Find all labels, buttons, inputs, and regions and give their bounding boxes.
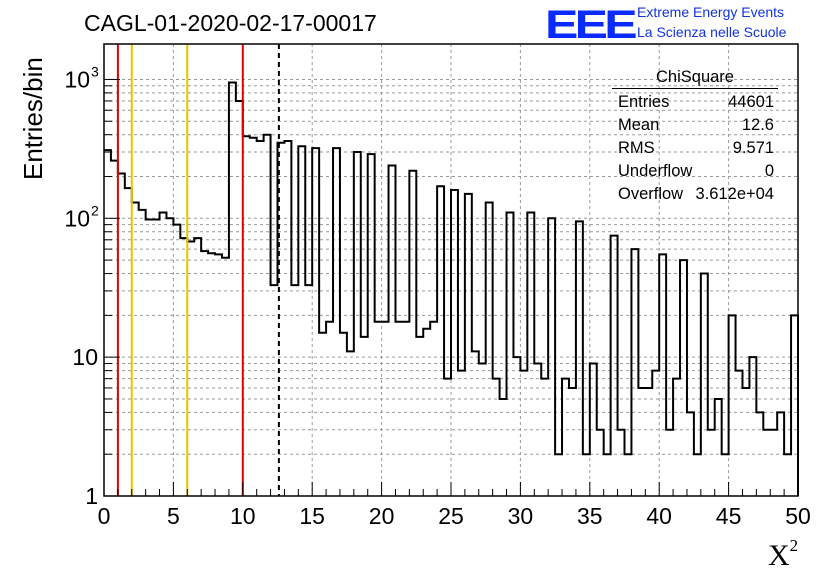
chart-title: CAGL-01-2020-02-17-00017 xyxy=(84,10,377,36)
stats-label: Underflow xyxy=(618,162,693,180)
x-tick-label: 15 xyxy=(299,503,325,529)
x-axis-label-text: X xyxy=(768,539,790,572)
stats-label: Entries xyxy=(618,93,670,111)
eee-logo-mark: EEE xyxy=(545,3,638,47)
x-tick-label: 5 xyxy=(167,503,180,529)
stats-box: ChiSquare Entries 44601 Mean 12.6 RMS 9.… xyxy=(612,68,778,206)
x-tick-label: 40 xyxy=(646,503,672,529)
x-axis-label: X2 xyxy=(768,536,798,573)
stats-row-rms: RMS 9.571 xyxy=(612,137,778,160)
histogram-line xyxy=(104,81,799,496)
x-tick-label: 30 xyxy=(508,503,534,529)
y-tick-exponent: 2 xyxy=(91,202,99,218)
y-tick-label: 10 xyxy=(64,66,90,92)
stats-row-mean: Mean 12.6 xyxy=(612,114,778,137)
y-tick-label: 1 xyxy=(85,483,98,509)
x-tick-label: 35 xyxy=(577,503,603,529)
stats-label: Overflow xyxy=(618,185,684,203)
stats-value: 9.571 xyxy=(732,139,774,157)
stats-row-underflow: Underflow 0 xyxy=(612,160,778,183)
stats-box-name: ChiSquare xyxy=(612,68,778,89)
x-tick-label: 10 xyxy=(230,503,256,529)
y-tick-exponent: 3 xyxy=(91,63,99,79)
stats-value: 0 xyxy=(764,162,774,180)
x-tick-label: 25 xyxy=(438,503,464,529)
stats-value: 44601 xyxy=(728,93,774,111)
x-tick-label: 45 xyxy=(716,503,742,529)
x-tick-label: 50 xyxy=(785,503,811,529)
logo-line-1: Extreme Energy Events xyxy=(637,4,785,20)
logo-line-2: La Scienza nelle Scuole xyxy=(637,24,787,40)
y-tick-label: 10 xyxy=(64,205,90,231)
x-tick-label: 20 xyxy=(369,503,395,529)
x-tick-label: 0 xyxy=(98,503,111,529)
stats-label: Mean xyxy=(618,116,660,134)
stats-label: RMS xyxy=(618,139,655,157)
x-axis-label-sup: 2 xyxy=(789,536,799,555)
stats-value: 12.6 xyxy=(741,116,774,134)
y-axis-label: Entries/bin xyxy=(18,57,48,180)
y-tick-label: 10 xyxy=(72,344,98,370)
stats-row-entries: Entries 44601 xyxy=(612,91,778,114)
stats-row-overflow: Overflow 3.612e+04 xyxy=(612,183,778,206)
stats-value: 3.612e+04 xyxy=(695,185,774,203)
